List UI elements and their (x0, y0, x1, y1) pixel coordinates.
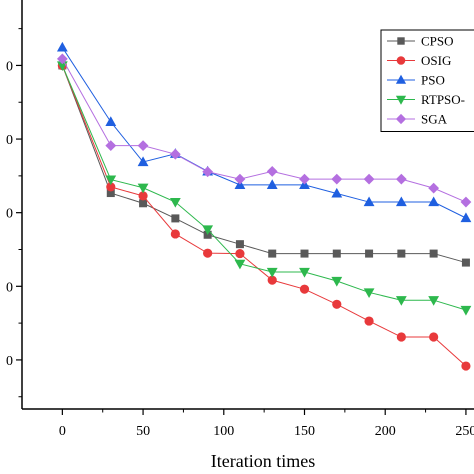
data-point (331, 173, 343, 185)
data-point (395, 296, 407, 306)
data-point (234, 173, 246, 185)
data-point (169, 148, 181, 160)
data-point (106, 189, 115, 198)
data-point (56, 41, 68, 52)
data-point (331, 187, 343, 198)
data-point (105, 140, 117, 152)
x-tick-label: 250 (455, 424, 474, 439)
data-point (169, 197, 181, 208)
data-point (332, 249, 341, 258)
data-point (395, 173, 407, 185)
data-point (235, 240, 244, 249)
data-point (428, 296, 440, 306)
series-layer (56, 41, 472, 371)
data-point (203, 248, 213, 258)
data-point (395, 196, 407, 207)
data-point (299, 267, 310, 278)
data-point (202, 166, 214, 178)
y-tick-label: 0 (6, 207, 13, 222)
x-axis-title: Iteration times (211, 451, 315, 471)
data-point (460, 196, 472, 208)
data-point (460, 305, 472, 316)
data-point (105, 116, 117, 126)
data-point (137, 156, 149, 167)
data-point (461, 361, 471, 371)
x-tick-label: 50 (136, 424, 150, 439)
data-point (461, 258, 470, 267)
x-tick-label: 100 (213, 424, 234, 439)
data-point (397, 249, 406, 258)
data-point (460, 212, 472, 223)
legend-marker (397, 37, 405, 45)
y-tick-label: 0 (6, 280, 13, 295)
series-osig (57, 60, 471, 371)
data-point (363, 288, 375, 299)
legend-marker (395, 95, 407, 105)
data-point (105, 175, 117, 186)
data-point (428, 182, 440, 194)
data-point (106, 182, 116, 192)
data-point (429, 249, 438, 258)
data-point (266, 267, 278, 278)
data-point (202, 225, 214, 236)
x-tick-label: 0 (59, 424, 66, 439)
data-point (331, 276, 343, 287)
x-tick-label: 150 (294, 424, 315, 439)
data-point (171, 214, 180, 223)
data-point (429, 332, 439, 342)
data-point (138, 191, 148, 201)
data-point (139, 199, 148, 208)
series-rtpso- (56, 61, 472, 316)
x-tick-label: 200 (375, 424, 396, 439)
data-point (268, 249, 277, 258)
legend-label: CPSO (421, 34, 454, 49)
data-point (235, 248, 245, 259)
legend-label: PSO (421, 73, 445, 88)
legend-marker (395, 113, 407, 125)
data-point (300, 249, 309, 258)
y-tick-label: 0 (6, 59, 13, 74)
data-point (137, 140, 149, 152)
data-point (363, 173, 375, 185)
data-point (332, 299, 342, 309)
axes: 0 50 100 150 200 250 0 0 0 0 0 0 (6, 0, 474, 439)
data-point (299, 284, 310, 294)
data-point (363, 196, 375, 207)
data-point (234, 259, 246, 270)
data-point (364, 316, 374, 326)
data-point (396, 332, 406, 342)
legend-label: RTPSO- (421, 92, 465, 107)
legend-marker (395, 74, 407, 84)
data-point (299, 173, 310, 185)
data-point (266, 165, 278, 177)
data-point (365, 249, 374, 258)
data-point (266, 179, 278, 189)
data-point (56, 53, 68, 65)
series-sga (56, 53, 472, 208)
data-point (267, 275, 277, 285)
data-point (170, 229, 180, 239)
data-point (428, 196, 440, 207)
legend-label: OSIG (421, 53, 451, 68)
data-point (137, 183, 149, 194)
y-tick-label: 0 (6, 354, 13, 369)
y-tick-label: 0 (6, 133, 13, 148)
legend-box (380, 29, 474, 132)
legend-label: SGA (421, 112, 448, 127)
legend: CPSO OSIG PSO RTPSO- SGA (380, 29, 474, 132)
legend-marker (396, 56, 406, 65)
y-tick-label: 0 (6, 0, 13, 1)
